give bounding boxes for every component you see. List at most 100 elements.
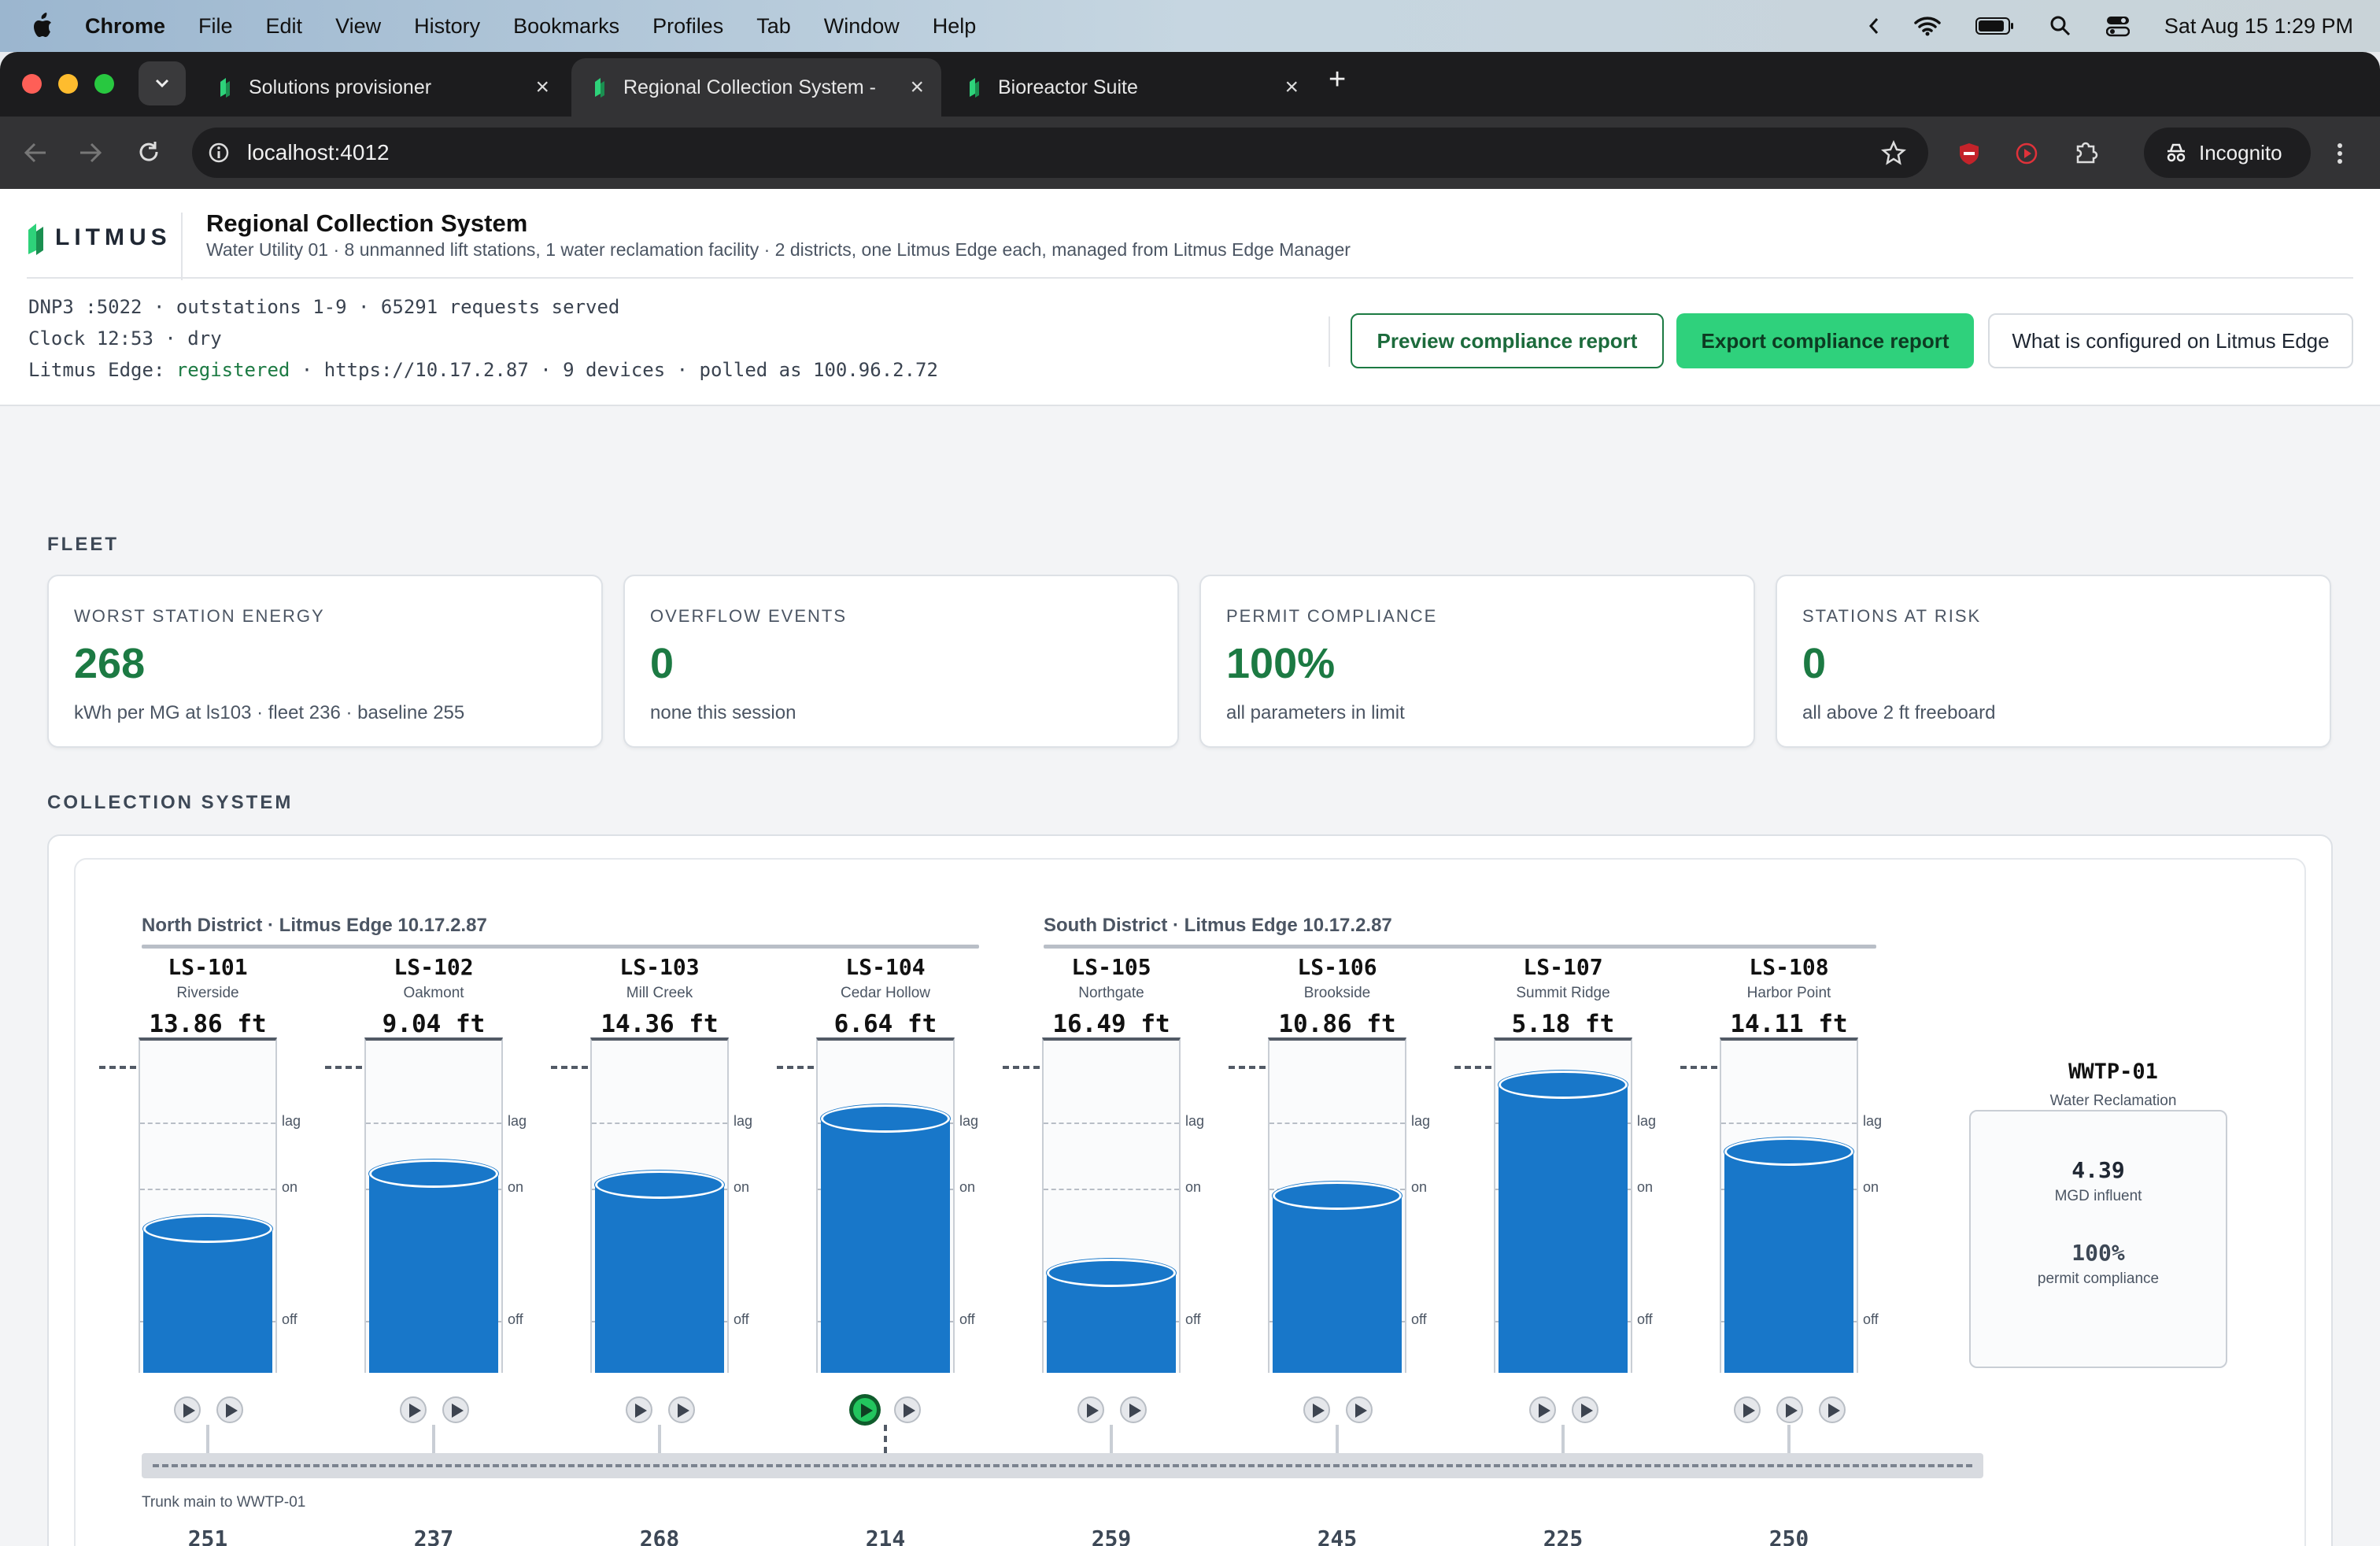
pump-2-button[interactable] [1120, 1396, 1147, 1423]
menu-profiles[interactable]: Profiles [652, 13, 724, 38]
battery-icon[interactable] [1975, 17, 2015, 35]
reload-icon[interactable] [137, 140, 161, 164]
wet-well-ls-108[interactable]: lag on off [1720, 1037, 1882, 1373]
force-main-connection [1787, 1425, 1791, 1453]
zoom-window-button[interactable] [94, 74, 114, 94]
pump-2-button[interactable] [894, 1396, 921, 1423]
menu-edit[interactable]: Edit [265, 13, 303, 38]
back-arrow-icon[interactable] [24, 142, 47, 164]
pump-2-button[interactable] [668, 1396, 695, 1423]
tab-bioreactor-suite[interactable]: Bioreactor Suite × [946, 58, 1316, 117]
card-value: 0 [1802, 640, 1827, 687]
wet-well-ls-103[interactable]: lag on off [590, 1037, 752, 1373]
extensions-puzzle-icon[interactable] [2073, 140, 2098, 165]
profile-label: Incognito [2199, 140, 2282, 165]
trunk-main [142, 1453, 1983, 1478]
tab-regional-collection-system[interactable]: Regional Collection System - × [571, 58, 941, 117]
energy-value: 268 [639, 1526, 680, 1546]
wet-well-ls-101[interactable]: lag on off [139, 1037, 301, 1373]
incognito-profile-button[interactable]: Incognito [2144, 128, 2311, 178]
menubar-clock[interactable]: Sat Aug 15 1:29 PM [2164, 13, 2353, 38]
browser-menu-icon[interactable] [2336, 142, 2344, 165]
bookmark-star-icon[interactable] [1881, 140, 1906, 165]
actions-divider [1329, 316, 1330, 367]
wet-well-ls-106[interactable]: lag on off [1268, 1037, 1430, 1373]
menu-file[interactable]: File [198, 13, 233, 38]
wet-well-ls-107[interactable]: lag on off [1494, 1037, 1656, 1373]
minimize-window-button[interactable] [58, 74, 78, 94]
close-window-button[interactable] [22, 74, 42, 94]
setpoint-on-line [140, 1189, 275, 1190]
water-surface [1499, 1071, 1628, 1099]
new-tab-button[interactable]: + [1329, 63, 1347, 96]
wet-well-ls-102[interactable]: lag on off [364, 1037, 527, 1373]
pump-1-button[interactable] [852, 1396, 878, 1423]
pump-1-button[interactable] [400, 1396, 427, 1423]
close-tab-icon[interactable]: × [535, 74, 549, 100]
water-surface [595, 1171, 724, 1199]
energy-value: 250 [1768, 1526, 1809, 1546]
wet-well-ls-104[interactable]: lag on off [816, 1037, 978, 1373]
apple-icon[interactable] [30, 13, 54, 39]
extension-shield-icon[interactable] [1958, 142, 1980, 165]
pump-1-button[interactable] [1303, 1396, 1330, 1423]
play-icon [226, 1404, 238, 1418]
spotlight-search-icon[interactable] [2049, 15, 2071, 37]
close-tab-icon[interactable]: × [910, 74, 924, 100]
force-main-connection [432, 1425, 435, 1453]
water-level-fill [1499, 1071, 1628, 1373]
station-name: Brookside [1303, 985, 1371, 1001]
pump-2-button[interactable] [216, 1396, 243, 1423]
wifi-icon[interactable] [1914, 16, 1941, 36]
energy-value: 251 [187, 1526, 228, 1546]
water-level-fill [1047, 1259, 1176, 1373]
preview-compliance-report-button[interactable]: Preview compliance report [1351, 313, 1664, 368]
url-text[interactable]: localhost:4012 [247, 140, 390, 165]
chevron-left-icon[interactable] [1868, 17, 1879, 35]
water-surface [821, 1104, 950, 1133]
water-surface [1724, 1137, 1853, 1166]
extension-record-icon[interactable] [2015, 142, 2038, 165]
wwtp-facility[interactable]: 4.39 MGD influent 100% permit compliance [1969, 1110, 2227, 1368]
site-info-icon[interactable] [208, 142, 230, 164]
menu-view[interactable]: View [335, 13, 382, 38]
station-id: LS-102 [394, 954, 474, 980]
tab-search-button[interactable] [139, 61, 186, 105]
energy-value: 245 [1317, 1526, 1358, 1546]
pump-2-button[interactable] [1346, 1396, 1373, 1423]
trunk-main-label: Trunk main to WWTP-01 [142, 1494, 306, 1511]
forward-arrow-icon[interactable] [79, 142, 102, 164]
address-bar[interactable]: localhost:4012 [192, 128, 1928, 178]
overflow-events-card: OVERFLOW EVENTS 0 none this session [623, 575, 1179, 748]
setpoint-lag-line [1721, 1123, 1857, 1124]
wet-well-ls-105[interactable]: lag on off [1042, 1037, 1204, 1373]
pump-1-button[interactable] [1077, 1396, 1104, 1423]
pump-1-button[interactable] [1734, 1396, 1761, 1423]
pump-2-button[interactable] [1572, 1396, 1598, 1423]
pump-2-button[interactable] [1776, 1396, 1803, 1423]
card-subtext: all parameters in limit [1226, 702, 1405, 723]
litmus-edge-config-button[interactable]: What is configured on Litmus Edge [1988, 313, 2353, 368]
pump-1-button[interactable] [174, 1396, 201, 1423]
wwtp-influent-value: 4.39 [2071, 1157, 2125, 1183]
menu-bookmarks[interactable]: Bookmarks [513, 13, 620, 38]
menu-help[interactable]: Help [932, 13, 977, 38]
setpoint-lag-label: lag [734, 1113, 753, 1129]
control-center-icon[interactable] [2105, 15, 2130, 37]
station-header-ls-103: LS-103 Mill Creek 14.36 ft [589, 954, 730, 1038]
play-icon [904, 1404, 915, 1418]
wwtp-influent-unit: MGD influent [2054, 1188, 2142, 1204]
tab-solutions-provisioner[interactable]: Solutions provisioner × [197, 58, 567, 117]
menu-tab[interactable]: Tab [756, 13, 791, 38]
menu-history[interactable]: History [414, 13, 481, 38]
menu-window[interactable]: Window [823, 13, 900, 38]
pump-1-button[interactable] [626, 1396, 652, 1423]
menu-app-name[interactable]: Chrome [85, 13, 166, 38]
setpoint-lag-label: lag [1185, 1113, 1205, 1129]
pump-1-button[interactable] [1529, 1396, 1556, 1423]
pump-3-button[interactable] [1819, 1396, 1846, 1423]
close-tab-icon[interactable]: × [1284, 74, 1299, 100]
export-compliance-report-button[interactable]: Export compliance report [1676, 313, 1974, 368]
pump-2-button[interactable] [442, 1396, 469, 1423]
card-subtext: all above 2 ft freeboard [1802, 702, 1996, 723]
